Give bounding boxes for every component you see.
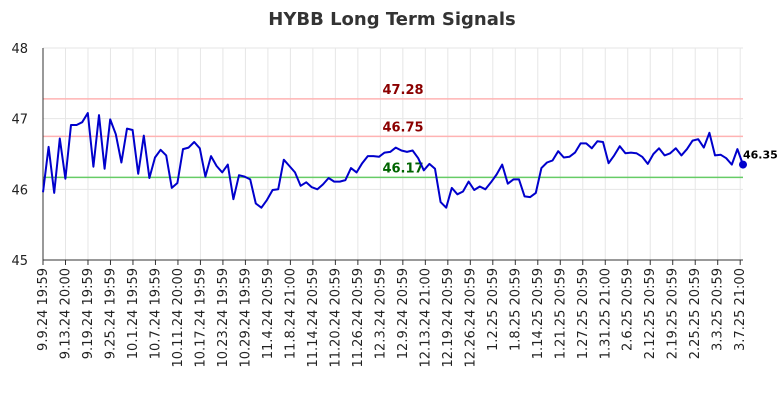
x-tick-label: 1.27.25 20:59 bbox=[576, 268, 591, 359]
x-tick-label: 9.9.24 19:59 bbox=[36, 268, 51, 351]
x-tick-label: 12.26.24 20:59 bbox=[463, 268, 478, 368]
x-tick-label: 1.14.25 20:59 bbox=[531, 268, 546, 359]
reference-line-label: 47.28 bbox=[382, 83, 423, 98]
x-tick-label: 2.25.25 20:59 bbox=[688, 268, 703, 359]
y-tick-label: 46 bbox=[11, 183, 28, 198]
x-tick-label: 12.3.24 20:59 bbox=[373, 268, 388, 359]
grid bbox=[42, 47, 743, 261]
x-tick-label: 10.11.24 20:00 bbox=[171, 268, 186, 368]
x-tick-label: 1.2.25 20:59 bbox=[486, 268, 501, 351]
x-tick-label: 3.3.25 20:59 bbox=[711, 268, 726, 351]
axes bbox=[42, 48, 743, 265]
x-tick-label: 11.26.24 20:59 bbox=[351, 268, 366, 368]
x-tick-label: 10.1.24 19:59 bbox=[126, 268, 141, 359]
x-tick-label: 11.20.24 20:59 bbox=[328, 268, 343, 368]
x-tick-label: 9.19.24 19:59 bbox=[81, 268, 96, 359]
series: 46.35 bbox=[42, 112, 778, 209]
tick-labels: 45 46 47 48 9.9.24 19:59 9.13.24 20:00 9.19.24… bbox=[11, 42, 748, 368]
chart-title: HYBB Long Term Signals bbox=[268, 9, 515, 30]
x-tick-label: 10.7.24 19:59 bbox=[148, 268, 163, 359]
y-tick-label: 45 bbox=[11, 254, 28, 269]
reference-line-label: 46.75 bbox=[382, 120, 423, 135]
x-tick-label: 1.31.25 21:00 bbox=[598, 268, 613, 359]
x-tick-label: 9.25.24 19:59 bbox=[103, 268, 118, 359]
x-tick-label: 11.8.24 21:00 bbox=[283, 268, 298, 359]
x-tick-label: 2.6.25 20:59 bbox=[621, 268, 636, 351]
series-line bbox=[42, 112, 744, 209]
reference-lines: 47.28 46.75 46.17 bbox=[43, 83, 743, 179]
x-tick-label: 10.23.24 19:59 bbox=[216, 268, 231, 368]
x-tick-label: 12.9.24 20:59 bbox=[396, 268, 411, 359]
x-tick-label: 2.12.25 20:59 bbox=[643, 268, 658, 359]
x-tick-label: 12.19.24 20:59 bbox=[441, 268, 456, 368]
y-tick-label: 47 bbox=[11, 113, 28, 128]
x-tick-label: 10.17.24 19:59 bbox=[193, 268, 208, 368]
last-point-label: 46.35 bbox=[743, 149, 778, 162]
x-tick-label: 1.21.25 20:59 bbox=[553, 268, 568, 359]
x-tick-label: 9.13.24 20:00 bbox=[58, 268, 73, 359]
x-tick-label: 11.14.24 20:59 bbox=[306, 268, 321, 368]
x-tick-label: 10.29.24 19:59 bbox=[238, 268, 253, 368]
y-tick-label: 48 bbox=[11, 42, 28, 57]
last-point-marker bbox=[739, 160, 747, 169]
x-tick-label: 3.7.25 21:00 bbox=[733, 268, 748, 351]
x-tick-label: 11.4.24 20:59 bbox=[261, 268, 276, 359]
x-tick-label: 12.13.24 21:00 bbox=[418, 268, 433, 368]
x-tick-label: 2.19.25 20:59 bbox=[666, 268, 681, 359]
x-tick-label: 1.8.25 20:59 bbox=[508, 268, 523, 351]
reference-line-label: 46.17 bbox=[382, 161, 423, 176]
